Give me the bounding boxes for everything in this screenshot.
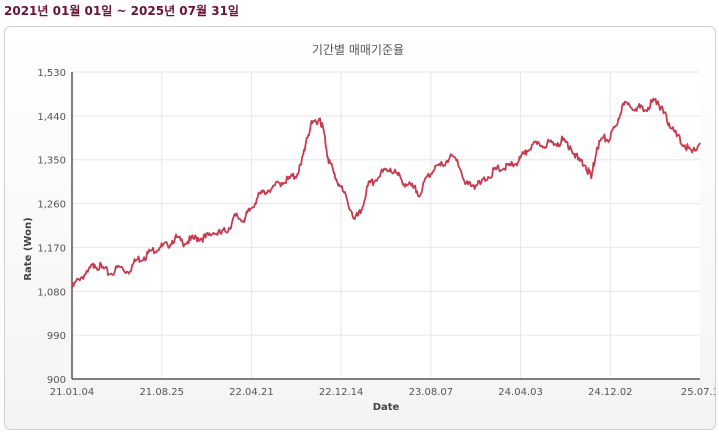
y-tick-label: 1,440 bbox=[37, 112, 66, 123]
period-range-text: 2021년 01월 01일 ~ 2025년 07월 31일 bbox=[4, 4, 239, 18]
y-axis-label: Rate (Won) bbox=[23, 217, 34, 280]
chart-panel: 기간별 매매기준율 900 990 1,080 1,170 1,260 1,350 1,44… bbox=[4, 26, 716, 430]
x-tick-label: 22.12.14 bbox=[319, 387, 364, 398]
y-tick-label: 1,170 bbox=[37, 243, 66, 254]
plot-area bbox=[71, 97, 701, 289]
y-tick-label: 1,350 bbox=[37, 156, 66, 167]
x-tick-label: 24.04.03 bbox=[498, 387, 543, 398]
series-line bbox=[71, 97, 701, 289]
x-axis-label: Date bbox=[373, 402, 400, 413]
line-chart: 기간별 매매기준율 900 990 1,080 1,170 1,260 1,350 1,44… bbox=[23, 43, 716, 413]
y-tick-label: 1,260 bbox=[37, 200, 66, 211]
y-tick-label: 990 bbox=[47, 331, 66, 342]
y-axis-ticks: 900 990 1,080 1,170 1,260 1,350 1,440 1,530 bbox=[37, 68, 66, 386]
x-axis-ticks: 21.01.04 21.08.25 22.04.21 22.12.14 23.08.07… bbox=[50, 387, 716, 398]
grid-layer bbox=[71, 71, 700, 380]
x-tick-label: 23.08.07 bbox=[409, 387, 454, 398]
x-tick-label: 21.08.25 bbox=[139, 387, 184, 398]
y-tick-label: 1,080 bbox=[37, 287, 66, 298]
x-tick-label: 22.04.21 bbox=[229, 387, 274, 398]
chart-title: 기간별 매매기준율 bbox=[312, 43, 404, 57]
x-tick-label: 21.01.04 bbox=[50, 387, 95, 398]
y-tick-label: 1,530 bbox=[37, 68, 66, 79]
y-tick-label: 900 bbox=[47, 375, 66, 386]
plot-background bbox=[72, 72, 700, 379]
x-tick-label: 24.12.02 bbox=[588, 387, 633, 398]
x-tick-label: 25.07.3 bbox=[681, 387, 716, 398]
